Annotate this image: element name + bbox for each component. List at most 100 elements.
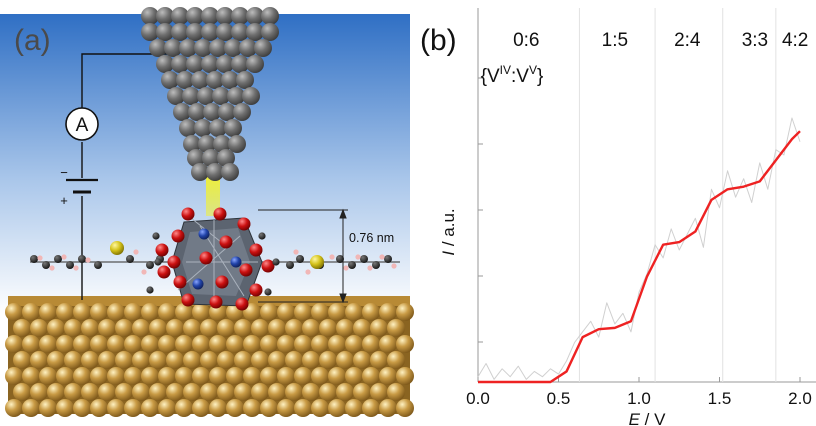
gold-atom bbox=[370, 351, 388, 369]
hydrogen-atom bbox=[379, 254, 385, 260]
ratio-header: {VIV:VV} bbox=[481, 63, 544, 87]
gold-atom bbox=[39, 335, 57, 353]
gold-atom bbox=[107, 367, 125, 385]
oxygen-atom bbox=[239, 263, 253, 277]
gold-atom bbox=[302, 319, 320, 337]
gold-atom bbox=[158, 303, 176, 321]
gold-atom bbox=[200, 319, 218, 337]
gold-atom bbox=[115, 319, 133, 337]
tip-atom bbox=[186, 7, 204, 25]
hydrogen-atom bbox=[61, 254, 67, 260]
gold-atom bbox=[73, 399, 91, 417]
panel-b-label: (b) bbox=[420, 24, 457, 57]
panel-b-chart: (b) 0.0 0.5 1.0 1.5 2.0 0:6 1:5 2:4 3:3 4:2 {VIV… bbox=[420, 8, 816, 426]
tip-atom bbox=[201, 55, 219, 73]
tip-atom bbox=[203, 103, 221, 121]
tip-atom bbox=[209, 39, 227, 57]
gold-atom bbox=[396, 335, 414, 353]
series-line-raw bbox=[477, 117, 801, 380]
carbon-atom bbox=[30, 255, 38, 263]
gold-atom bbox=[302, 351, 320, 369]
gold-atom bbox=[387, 383, 405, 401]
tip-atom bbox=[246, 7, 264, 25]
gold-atom bbox=[260, 399, 278, 417]
tip-atom bbox=[156, 23, 174, 41]
oxygen-atom bbox=[219, 235, 233, 249]
circuit bbox=[66, 53, 172, 300]
series-line-fit bbox=[478, 130, 801, 384]
ratio-label: 3:3 bbox=[742, 30, 768, 51]
gold-atom bbox=[90, 367, 108, 385]
tip-atom bbox=[218, 103, 236, 121]
gold-atom bbox=[294, 303, 312, 321]
tip-atom bbox=[206, 71, 224, 89]
carbon-atom bbox=[348, 261, 356, 269]
gold-atom bbox=[379, 367, 397, 385]
gold-atom bbox=[251, 351, 269, 369]
gold-atom bbox=[353, 319, 371, 337]
gold-atom bbox=[311, 335, 329, 353]
tip-atom bbox=[236, 71, 254, 89]
gold-atom bbox=[39, 367, 57, 385]
gold-atom bbox=[328, 367, 346, 385]
battery-minus-label: − bbox=[60, 165, 68, 180]
gold-surface bbox=[5, 296, 414, 417]
gold-atom bbox=[192, 399, 210, 417]
gold-atom bbox=[243, 303, 261, 321]
oxygen-atom bbox=[261, 259, 275, 273]
ratio-label: 0:6 bbox=[513, 30, 539, 51]
gold-atom bbox=[192, 303, 210, 321]
gold-atom bbox=[251, 319, 269, 337]
gold-atom bbox=[141, 303, 159, 321]
ammeter-label: A bbox=[76, 115, 89, 136]
gold-atom bbox=[268, 319, 286, 337]
tip-atom bbox=[224, 39, 242, 57]
gold-atom bbox=[47, 383, 65, 401]
hydrogen-atom bbox=[73, 265, 79, 271]
gold-atom bbox=[345, 303, 363, 321]
gold-atom bbox=[132, 351, 150, 369]
gold-atom bbox=[192, 335, 210, 353]
gold-atom bbox=[234, 319, 252, 337]
oxygen-atom bbox=[171, 229, 185, 243]
gold-atom bbox=[56, 335, 74, 353]
gold-atom bbox=[64, 319, 82, 337]
gold-atom bbox=[362, 335, 380, 353]
carbon-atom bbox=[286, 261, 294, 269]
gold-atom bbox=[319, 319, 337, 337]
oxygen-atom bbox=[209, 295, 223, 309]
tip-atom bbox=[156, 55, 174, 73]
gold-atom bbox=[294, 399, 312, 417]
gold-atom bbox=[387, 319, 405, 337]
carbon-atom bbox=[146, 261, 154, 269]
tip-atom bbox=[186, 23, 204, 41]
hydrogen-atom bbox=[355, 254, 361, 260]
tip-atom bbox=[171, 7, 189, 25]
tip-atom bbox=[216, 23, 234, 41]
gold-atom bbox=[141, 367, 159, 385]
gold-atom bbox=[64, 351, 82, 369]
oxygen-atom bbox=[199, 251, 213, 265]
gold-atom bbox=[81, 319, 99, 337]
carbon-atom bbox=[272, 258, 280, 266]
gold-atom bbox=[13, 383, 31, 401]
oxygen-atom bbox=[155, 243, 169, 257]
panel-a-illustration: A − + 0.76 nm (a) bbox=[0, 7, 414, 417]
tip-atom bbox=[239, 39, 257, 57]
gold-atom bbox=[277, 399, 295, 417]
circuit-wire-top bbox=[81, 53, 172, 108]
gold-atom bbox=[336, 351, 354, 369]
gold-atom bbox=[379, 335, 397, 353]
tip-atom bbox=[164, 39, 182, 57]
hydrogen-atom bbox=[37, 255, 43, 261]
oxygen-atom bbox=[249, 283, 263, 297]
tip-atom bbox=[231, 23, 249, 41]
gold-atom bbox=[319, 383, 337, 401]
gold-atom bbox=[268, 383, 286, 401]
gold-atom bbox=[56, 367, 74, 385]
gold-atom bbox=[217, 383, 235, 401]
hydrogen-atom bbox=[49, 265, 55, 271]
tip-atom bbox=[194, 39, 212, 57]
gold-atom bbox=[345, 335, 363, 353]
hydrogen-atom bbox=[329, 254, 335, 260]
